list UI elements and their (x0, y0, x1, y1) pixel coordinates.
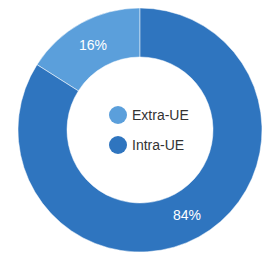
donut (18, 8, 262, 252)
legend-swatch (109, 136, 127, 154)
legend-label: Intra-UE (132, 137, 184, 153)
data-label: 84% (173, 207, 201, 223)
data-labels: 16% 84% (79, 37, 201, 224)
slice (18, 8, 262, 252)
legend-item: Extra-UE (109, 106, 189, 124)
legend-swatch (109, 106, 127, 124)
chart: 16% 84% Extra-UE Intra-UE (0, 0, 265, 261)
legend-label: Extra-UE (132, 107, 189, 123)
legend-item: Intra-UE (109, 136, 184, 154)
legend: Extra-UE Intra-UE (109, 106, 189, 154)
data-label: 16% (79, 37, 107, 53)
